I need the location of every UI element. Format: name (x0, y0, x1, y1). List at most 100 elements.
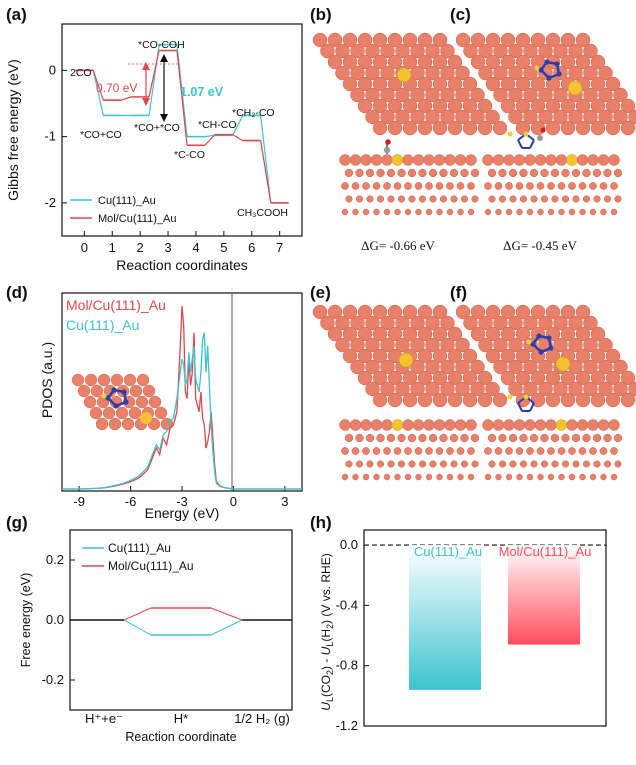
cu-atom (433, 419, 446, 431)
c-atom (537, 135, 543, 141)
molecule-bond (529, 139, 535, 149)
chart-g-category-label: 1/2 H₂ (g) (234, 711, 290, 726)
cu-atom (446, 447, 454, 455)
cu-atom (598, 381, 613, 397)
cu-atom (545, 154, 557, 166)
cu-atom (397, 460, 406, 468)
cu-atom (500, 326, 516, 342)
cu-atom (447, 370, 463, 386)
cu-atom (423, 419, 435, 431)
n-atom (544, 59, 550, 65)
s-atom (534, 65, 540, 71)
cu-atom (77, 384, 91, 398)
chart-d-xtick-label: -9 (73, 494, 85, 509)
chart-a-xtick-label: 2 (137, 240, 144, 255)
cu-atom (598, 65, 613, 81)
cu-atom (357, 370, 373, 386)
cu-atom (498, 433, 507, 443)
cu-atom (589, 182, 597, 190)
cu-atom (478, 43, 493, 59)
panel-label-b: (b) (310, 5, 332, 24)
cu-atom (447, 392, 463, 408)
cu-atom (387, 32, 403, 48)
cu-atom (355, 433, 364, 443)
cu-atom (478, 315, 493, 331)
cu-atom (418, 168, 427, 178)
cu-atom (327, 32, 343, 48)
cu-atom (515, 304, 531, 320)
cu-atom (456, 182, 465, 190)
cu-atom (365, 43, 380, 59)
cu-atom (439, 195, 448, 203)
cu-atom (553, 337, 568, 353)
cu-atom (530, 98, 546, 114)
cu-atom (410, 109, 425, 125)
cu-atom (500, 54, 516, 70)
chart-d-series-mol (62, 306, 302, 490)
cu-atom (589, 447, 597, 455)
cu-atom (470, 168, 480, 178)
cu-atom (553, 381, 568, 397)
s-atom (526, 339, 532, 345)
cu-atom (440, 359, 455, 375)
cu-atom (89, 406, 103, 420)
cu-atom (418, 433, 427, 443)
cu-atom (508, 43, 523, 59)
cu-atom (349, 154, 362, 166)
cu-atom (312, 32, 328, 48)
cu-atom (387, 54, 403, 70)
cu-atom (357, 98, 373, 114)
cu-atom (545, 419, 557, 431)
cu-atom (386, 168, 396, 178)
cu-atom (575, 98, 591, 114)
cu-atom (404, 182, 412, 190)
legend-g-cu: Cu(111)_Au (108, 541, 171, 555)
cu-atom (516, 208, 523, 216)
cu-atom (557, 182, 566, 190)
cu-atom (425, 337, 440, 353)
cu-atom (487, 168, 497, 178)
cu-atom (485, 326, 501, 342)
cu-atom (370, 154, 383, 166)
cu-atom (508, 65, 523, 81)
cu-atom (508, 359, 523, 375)
cu-atom (582, 460, 591, 468)
cu-atom (450, 460, 458, 468)
cu-atom (432, 98, 448, 114)
cu-atom (513, 419, 526, 431)
au-atom (140, 412, 152, 424)
cu-atom (467, 473, 475, 481)
cu-atom (505, 182, 513, 190)
cu-atom (436, 208, 443, 216)
cu-atom (412, 154, 425, 166)
cu-atom (592, 168, 602, 178)
cu-atom (526, 473, 534, 481)
cu-atom (428, 433, 438, 443)
cu-atom (327, 304, 343, 320)
cu-atom (545, 304, 561, 320)
cu-atom (493, 43, 508, 59)
cu-atom (457, 208, 464, 216)
cu-atom (571, 433, 581, 443)
cu-atom (484, 447, 492, 455)
chart-h-bars (409, 545, 580, 690)
cu-atom (492, 154, 505, 166)
cu-atom (417, 392, 433, 408)
cu-atom (429, 195, 437, 203)
cu-atom (462, 392, 478, 408)
cu-atom (372, 447, 381, 455)
cu-atom (582, 168, 591, 178)
panel-label-h: (h) (310, 513, 332, 532)
cu-atom (365, 433, 375, 443)
cu-atom (351, 182, 360, 190)
cu-atom (493, 87, 508, 103)
cu-atom (381, 419, 393, 431)
cu-atom (582, 433, 591, 443)
cu-atom (530, 304, 546, 320)
cu-atom (482, 154, 494, 166)
cu-atom (344, 433, 354, 443)
cu-atom (402, 98, 418, 114)
cu-atom (450, 195, 458, 203)
chart-g: 0.2 0.0 -0.2 Cu(111)_Au Mol/Cu(111)_Au Fre… (19, 529, 293, 744)
panel-label-f: (f) (450, 283, 467, 302)
